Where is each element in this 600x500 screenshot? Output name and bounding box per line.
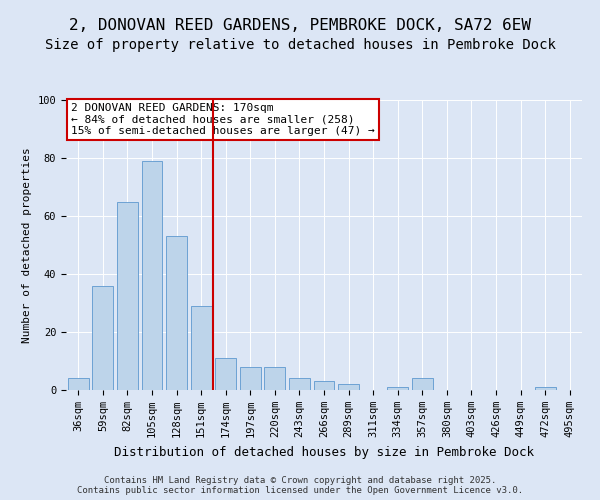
- Text: Size of property relative to detached houses in Pembroke Dock: Size of property relative to detached ho…: [44, 38, 556, 52]
- Bar: [117, 202, 138, 390]
- Y-axis label: Number of detached properties: Number of detached properties: [22, 147, 32, 343]
- Bar: [92, 286, 113, 390]
- Text: Contains HM Land Registry data © Crown copyright and database right 2025.
Contai: Contains HM Land Registry data © Crown c…: [77, 476, 523, 495]
- Bar: [338, 384, 359, 390]
- Bar: [289, 378, 310, 390]
- Bar: [166, 236, 187, 390]
- Text: 2, DONOVAN REED GARDENS, PEMBROKE DOCK, SA72 6EW: 2, DONOVAN REED GARDENS, PEMBROKE DOCK, …: [69, 18, 531, 32]
- Bar: [412, 378, 433, 390]
- Bar: [265, 367, 286, 390]
- Bar: [191, 306, 212, 390]
- Bar: [314, 382, 334, 390]
- Bar: [535, 387, 556, 390]
- Bar: [240, 367, 261, 390]
- Bar: [142, 161, 163, 390]
- X-axis label: Distribution of detached houses by size in Pembroke Dock: Distribution of detached houses by size …: [114, 446, 534, 458]
- Bar: [387, 387, 408, 390]
- Text: 2 DONOVAN REED GARDENS: 170sqm
← 84% of detached houses are smaller (258)
15% of: 2 DONOVAN REED GARDENS: 170sqm ← 84% of …: [71, 103, 375, 136]
- Bar: [215, 358, 236, 390]
- Bar: [68, 378, 89, 390]
